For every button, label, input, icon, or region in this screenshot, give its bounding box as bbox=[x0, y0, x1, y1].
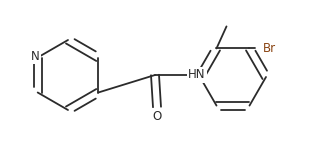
Text: HN: HN bbox=[188, 69, 206, 81]
Text: O: O bbox=[152, 110, 161, 123]
Text: N: N bbox=[31, 50, 40, 63]
Text: Br: Br bbox=[263, 42, 276, 55]
